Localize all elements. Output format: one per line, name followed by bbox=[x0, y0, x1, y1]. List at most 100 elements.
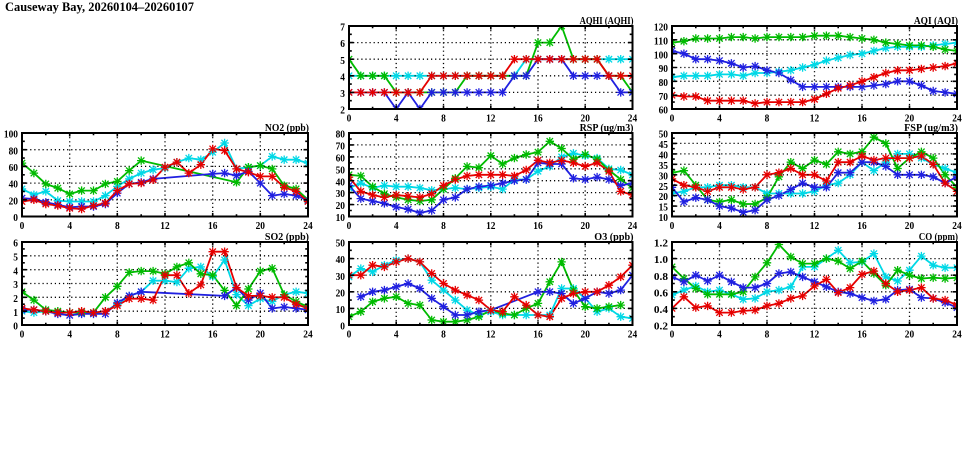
svg-text:40: 40 bbox=[659, 151, 668, 162]
svg-text:0: 0 bbox=[347, 113, 352, 124]
svg-text:80: 80 bbox=[9, 146, 18, 157]
svg-text:50: 50 bbox=[336, 165, 345, 176]
svg-text:20: 20 bbox=[9, 196, 18, 207]
svg-text:0.2: 0.2 bbox=[654, 322, 668, 333]
svg-text:8: 8 bbox=[765, 113, 770, 124]
svg-text:AQI (AQI): AQI (AQI) bbox=[914, 16, 958, 27]
svg-text:20: 20 bbox=[256, 221, 265, 232]
svg-text:NO2 (ppb): NO2 (ppb) bbox=[265, 123, 309, 134]
svg-text:0: 0 bbox=[670, 221, 675, 232]
svg-text:80: 80 bbox=[659, 78, 668, 89]
svg-text:70: 70 bbox=[336, 142, 345, 153]
svg-text:8: 8 bbox=[441, 329, 446, 340]
svg-text:8: 8 bbox=[441, 113, 446, 124]
svg-text:12: 12 bbox=[160, 329, 169, 340]
svg-text:4: 4 bbox=[394, 221, 399, 232]
svg-text:12: 12 bbox=[810, 221, 819, 232]
svg-text:40: 40 bbox=[9, 180, 18, 191]
svg-text:0: 0 bbox=[347, 329, 352, 340]
svg-text:25: 25 bbox=[659, 182, 668, 193]
svg-text:4: 4 bbox=[67, 221, 72, 232]
svg-text:SO2 (ppb): SO2 (ppb) bbox=[265, 232, 309, 243]
svg-text:16: 16 bbox=[857, 329, 866, 340]
svg-text:50: 50 bbox=[659, 130, 668, 141]
svg-text:16: 16 bbox=[857, 221, 866, 232]
svg-text:6: 6 bbox=[13, 239, 18, 250]
svg-text:24: 24 bbox=[628, 221, 637, 232]
svg-text:10: 10 bbox=[336, 305, 345, 316]
svg-text:24: 24 bbox=[952, 113, 961, 124]
svg-text:8: 8 bbox=[765, 221, 770, 232]
svg-text:15: 15 bbox=[659, 203, 668, 214]
svg-text:10: 10 bbox=[336, 213, 345, 224]
svg-text:60: 60 bbox=[9, 163, 18, 174]
svg-text:20: 20 bbox=[905, 329, 914, 340]
svg-text:4: 4 bbox=[717, 221, 722, 232]
svg-text:24: 24 bbox=[303, 329, 312, 340]
svg-text:0: 0 bbox=[13, 322, 18, 333]
svg-text:20: 20 bbox=[581, 113, 590, 124]
svg-text:RSP (ug/m3): RSP (ug/m3) bbox=[580, 123, 634, 134]
svg-text:30: 30 bbox=[336, 189, 345, 200]
svg-text:20: 20 bbox=[905, 221, 914, 232]
svg-text:120: 120 bbox=[654, 23, 668, 34]
svg-text:O3 (ppb): O3 (ppb) bbox=[594, 232, 633, 243]
svg-text:0: 0 bbox=[20, 329, 25, 340]
svg-text:7: 7 bbox=[340, 23, 345, 34]
svg-text:Causeway Bay, 20260104–2026010: Causeway Bay, 20260104–20260107 bbox=[5, 0, 194, 14]
svg-text:12: 12 bbox=[486, 329, 495, 340]
svg-text:8: 8 bbox=[115, 329, 120, 340]
svg-text:60: 60 bbox=[659, 106, 668, 117]
svg-text:20: 20 bbox=[581, 221, 590, 232]
svg-text:FSP (ug/m3): FSP (ug/m3) bbox=[904, 123, 958, 134]
svg-text:20: 20 bbox=[336, 288, 345, 299]
svg-text:8: 8 bbox=[765, 329, 770, 340]
svg-text:AQHI (AQHI): AQHI (AQHI) bbox=[580, 16, 634, 27]
svg-text:CO (ppm): CO (ppm) bbox=[919, 232, 958, 243]
svg-text:100: 100 bbox=[654, 50, 668, 61]
svg-text:16: 16 bbox=[533, 329, 542, 340]
svg-text:16: 16 bbox=[208, 221, 217, 232]
svg-text:4: 4 bbox=[394, 113, 399, 124]
svg-text:10: 10 bbox=[659, 213, 668, 224]
svg-text:16: 16 bbox=[533, 221, 542, 232]
svg-text:4: 4 bbox=[13, 266, 18, 277]
svg-text:12: 12 bbox=[810, 113, 819, 124]
svg-text:2: 2 bbox=[13, 294, 18, 305]
svg-text:20: 20 bbox=[905, 113, 914, 124]
svg-text:45: 45 bbox=[659, 140, 668, 151]
svg-text:0.6: 0.6 bbox=[654, 288, 668, 299]
svg-text:12: 12 bbox=[486, 221, 495, 232]
svg-text:100: 100 bbox=[4, 130, 18, 141]
svg-text:40: 40 bbox=[336, 177, 345, 188]
svg-text:4: 4 bbox=[717, 113, 722, 124]
svg-text:8: 8 bbox=[115, 221, 120, 232]
svg-text:12: 12 bbox=[486, 113, 495, 124]
svg-text:24: 24 bbox=[628, 113, 637, 124]
svg-text:4: 4 bbox=[394, 329, 399, 340]
svg-text:3: 3 bbox=[340, 89, 345, 100]
svg-text:12: 12 bbox=[810, 329, 819, 340]
svg-text:6: 6 bbox=[340, 39, 345, 50]
svg-text:12: 12 bbox=[160, 221, 169, 232]
svg-text:35: 35 bbox=[659, 161, 668, 172]
svg-text:30: 30 bbox=[659, 171, 668, 182]
svg-text:0: 0 bbox=[670, 113, 675, 124]
svg-text:60: 60 bbox=[336, 154, 345, 165]
svg-text:1.2: 1.2 bbox=[654, 239, 668, 250]
svg-text:110: 110 bbox=[654, 36, 668, 47]
svg-text:24: 24 bbox=[952, 329, 961, 340]
svg-text:90: 90 bbox=[659, 64, 668, 75]
svg-text:20: 20 bbox=[659, 192, 668, 203]
svg-text:16: 16 bbox=[208, 329, 217, 340]
svg-text:20: 20 bbox=[256, 329, 265, 340]
svg-text:0: 0 bbox=[340, 322, 345, 333]
svg-text:4: 4 bbox=[717, 329, 722, 340]
svg-text:0: 0 bbox=[20, 221, 25, 232]
svg-text:0.4: 0.4 bbox=[654, 305, 668, 316]
svg-text:4: 4 bbox=[340, 72, 345, 83]
svg-text:16: 16 bbox=[533, 113, 542, 124]
svg-text:24: 24 bbox=[628, 329, 637, 340]
svg-text:80: 80 bbox=[336, 130, 345, 141]
svg-text:30: 30 bbox=[336, 272, 345, 283]
